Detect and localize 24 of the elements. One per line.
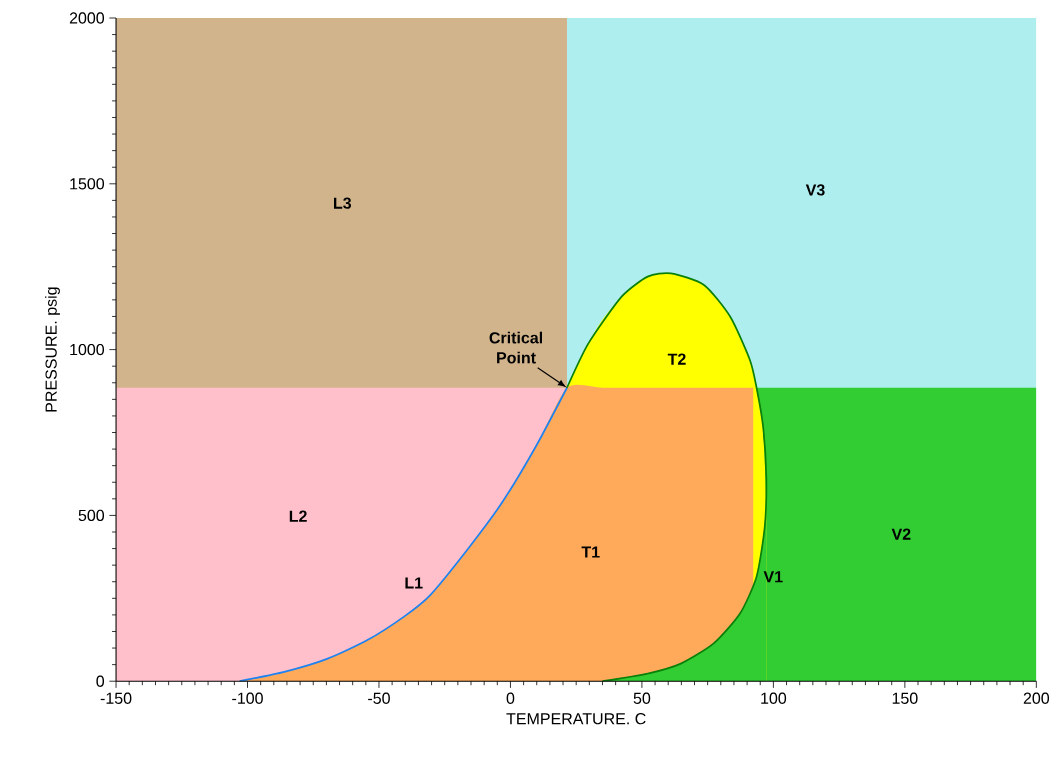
x-tick-label: 200 xyxy=(1023,692,1050,704)
x-tick-label: 150 xyxy=(892,692,918,704)
series-label: L3 xyxy=(334,197,352,209)
y-axis-title: PRESSURE. psig xyxy=(45,287,60,412)
y-tick-label: 500 xyxy=(78,509,105,521)
series-label: L2 xyxy=(289,510,307,522)
x-tick-label: 100 xyxy=(761,692,787,704)
y-tick-label: 1000 xyxy=(70,343,105,356)
series-label: T2 xyxy=(667,353,686,365)
y-tick-label: 2000 xyxy=(69,12,105,24)
y-tick-label: 1500 xyxy=(70,178,105,190)
series-label: V3 xyxy=(805,184,825,196)
series-label: V1 xyxy=(763,571,783,583)
annotation: Critical Point xyxy=(489,331,543,364)
x-axis-title: TEMPERATURE. C xyxy=(506,712,646,725)
x-tick-label: -50 xyxy=(368,692,390,704)
x-tick-label: -100 xyxy=(232,692,263,704)
x-tick-label: 0 xyxy=(506,692,515,704)
x-tick-label: -150 xyxy=(100,692,132,704)
series-label: T1 xyxy=(581,546,600,558)
series-label: L1 xyxy=(405,577,423,589)
y-tick-label: 0 xyxy=(96,675,105,687)
series-label: V2 xyxy=(891,528,911,540)
x-tick-label: 50 xyxy=(633,692,651,704)
